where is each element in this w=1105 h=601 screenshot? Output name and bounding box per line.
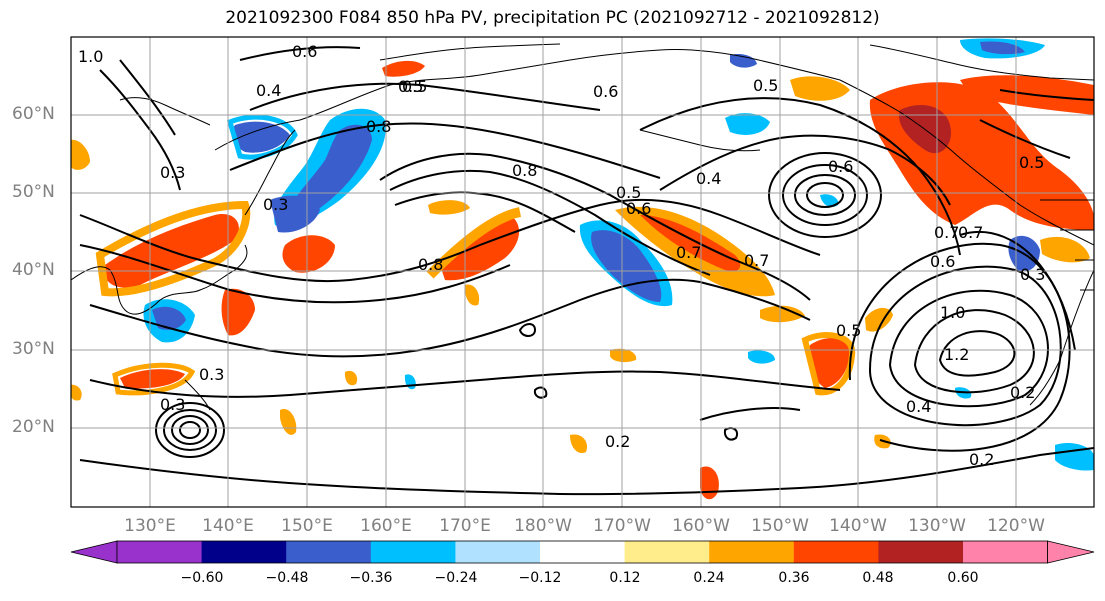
contour-label: 0.3	[1020, 265, 1045, 284]
colorbar-tick-label: 0.24	[693, 570, 725, 586]
lon-label: 160°E	[360, 516, 412, 536]
contour-label: 0.5	[402, 77, 427, 96]
colorbar-segment	[624, 541, 710, 563]
colorbar-segment	[201, 541, 287, 563]
contour-label: 0.7	[958, 223, 983, 242]
contour-label: 0.6	[292, 42, 317, 61]
contour-label: 0.2	[1010, 383, 1035, 402]
colorbar-segment	[286, 541, 372, 563]
lon-label: 130°E	[124, 516, 176, 536]
colorbar-tick-label: 0.60	[947, 570, 979, 586]
contour-label: 0.7	[676, 243, 701, 262]
contour-label: 0.8	[366, 117, 391, 136]
contour-label: 0.4	[906, 397, 931, 416]
lat-label: 20°N	[12, 417, 55, 437]
coastlines	[71, 43, 1094, 411]
contour-label: 0.6	[828, 157, 853, 176]
lat-label: 30°N	[12, 339, 55, 359]
colorbar-tick-label: −0.24	[434, 570, 478, 586]
colorbar-outline	[116, 540, 1048, 564]
colorbar-segment	[117, 541, 203, 563]
contour-label: 0.6	[930, 252, 955, 271]
pv-contours	[79, 46, 1094, 496]
contour-label: 0.3	[263, 195, 288, 214]
contour-label: 0.3	[160, 395, 185, 414]
graticule	[71, 37, 1094, 507]
contour-label: 1.2	[944, 345, 969, 364]
lon-label: 170°E	[439, 516, 491, 536]
contour-label: 0.2	[969, 450, 994, 469]
contour-label: 0.5	[753, 76, 778, 95]
contour-label: 0.4	[696, 169, 721, 188]
lon-label: 160°W	[672, 516, 730, 536]
contour-label: 0.2	[605, 432, 630, 451]
contour-labels: 0.60.50.40.80.6 0.51.00.30.80.70.60.40.60…	[78, 42, 1045, 469]
colorbar-segment	[793, 541, 879, 563]
lon-label: 140°E	[202, 516, 254, 536]
contour-label: 1.0	[940, 303, 965, 322]
colorbar-tick-label: −0.48	[265, 570, 309, 586]
contour-label: 0.5	[836, 321, 861, 340]
contour-label: 0.5	[1019, 153, 1044, 172]
map-title: 2021092300 F084 850 hPa PV, precipitatio…	[225, 8, 880, 28]
contour-label: 0.7	[934, 223, 959, 242]
contour-label: 0.6	[593, 82, 618, 101]
lat-label: 50°N	[12, 182, 55, 202]
colorbar-tick-label: 0.12	[609, 570, 641, 586]
colorbar-extend-max	[1047, 540, 1095, 564]
contour-label: 0.3	[199, 365, 224, 384]
colorbar-tick-label: −0.12	[518, 570, 562, 586]
colorbar-segment	[540, 541, 626, 563]
contour-label: 0.7	[744, 251, 769, 270]
colorbar	[70, 540, 1095, 564]
contour-label: 0.6	[626, 199, 651, 218]
contour-label: 0.8	[418, 255, 443, 274]
colorbar-extend-min	[70, 540, 118, 564]
lat-label: 40°N	[12, 260, 55, 280]
colorbar-tick-label: −0.36	[349, 570, 393, 586]
colorbar-segment	[455, 541, 541, 563]
contour-label: 0.4	[256, 81, 281, 100]
lon-label: 120°W	[987, 516, 1045, 536]
map-frame	[70, 36, 1095, 508]
colorbar-segment	[370, 541, 456, 563]
lat-label: 60°N	[12, 104, 55, 124]
colorbar-tick-label: 0.48	[862, 570, 894, 586]
lon-label: 150°E	[281, 516, 333, 536]
colorbar-tick-label: 0.36	[778, 570, 810, 586]
lon-label: 150°W	[751, 516, 809, 536]
contour-label: 0.3	[160, 163, 185, 182]
colorbar-tick-label: −0.60	[180, 570, 224, 586]
lon-label: 180°W	[514, 516, 572, 536]
colorbar-segment	[709, 541, 795, 563]
colorbar-segment	[878, 541, 964, 563]
colorbar-segment	[963, 541, 1049, 563]
contour-label: 0.5	[616, 183, 641, 202]
contour-label: 0.8	[512, 161, 537, 180]
lon-label: 140°W	[829, 516, 887, 536]
contour-label: 1.0	[78, 47, 103, 66]
lon-label: 170°W	[593, 516, 651, 536]
lon-label: 130°W	[908, 516, 966, 536]
contour-label: 0.5	[398, 77, 423, 96]
